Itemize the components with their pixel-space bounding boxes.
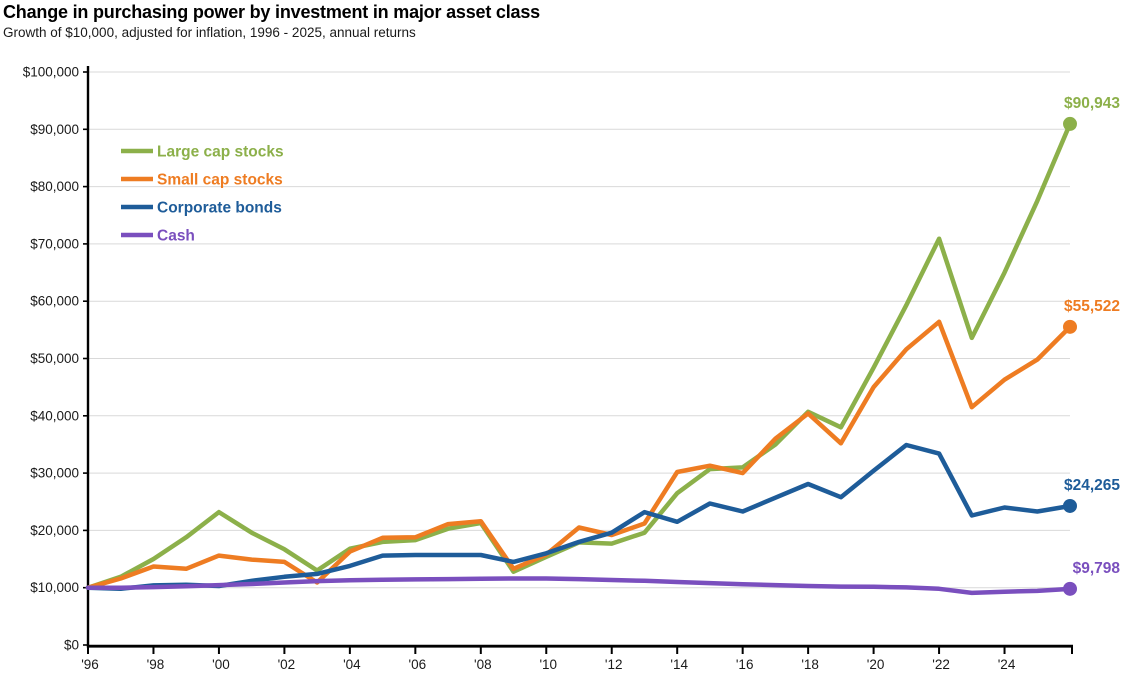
end-label-cash: $9,798 <box>1073 560 1121 577</box>
end-dot-large-cap-stocks <box>1063 116 1077 131</box>
end-dot-cash <box>1063 581 1077 596</box>
y-tick-label: $0 <box>64 638 79 653</box>
chart-header: Change in purchasing power by investment… <box>3 2 540 40</box>
legend-label: Cash <box>157 228 195 245</box>
x-tick-label: '08 <box>474 657 492 672</box>
x-tick-label: '00 <box>212 657 230 672</box>
legend-item-corporate-bonds: Corporate bonds <box>121 200 282 217</box>
y-tick-label: $90,000 <box>30 122 79 137</box>
end-label-large-cap-stocks: $90,943 <box>1064 95 1120 112</box>
y-tick-label: $30,000 <box>30 466 79 481</box>
y-tick-label: $80,000 <box>30 179 79 194</box>
series-line-cash <box>85 576 1073 596</box>
series-line-large-cap-stocks <box>85 121 1073 590</box>
x-tick-label: '14 <box>670 657 688 672</box>
y-tick-label: $70,000 <box>30 236 79 251</box>
chart-subtitle: Growth of $10,000, adjusted for inflatio… <box>3 25 416 40</box>
x-tick-label: '16 <box>736 657 754 672</box>
x-tick-label: '02 <box>278 657 296 672</box>
x-tick-label: '24 <box>998 657 1016 672</box>
end-dot-corporate-bonds <box>1063 498 1077 513</box>
end-dot-small-cap-stocks <box>1063 319 1077 334</box>
y-tick-label: $100,000 <box>23 65 79 80</box>
x-tick-label: '06 <box>409 657 427 672</box>
chart-title: Change in purchasing power by investment… <box>3 2 540 22</box>
legend-label: Small cap stocks <box>157 172 283 189</box>
x-tick-label: '12 <box>605 657 623 672</box>
x-tick-label: '98 <box>147 657 165 672</box>
x-tick-label: '20 <box>867 657 885 672</box>
y-tick-label: $60,000 <box>30 294 79 309</box>
end-label-small-cap-stocks: $55,522 <box>1064 298 1120 315</box>
legend-item-cash: Cash <box>121 228 195 245</box>
legend-item-large-cap-stocks: Large cap stocks <box>121 144 284 161</box>
legend-label: Corporate bonds <box>157 200 282 217</box>
x-tick-label: '22 <box>932 657 950 672</box>
series-line-corporate-bonds <box>85 442 1073 592</box>
end-label-corporate-bonds: $24,265 <box>1064 477 1120 494</box>
x-tick-label: '10 <box>539 657 557 672</box>
y-tick-label: $10,000 <box>30 580 79 595</box>
y-tick-label: $40,000 <box>30 408 79 423</box>
x-tick-label: '04 <box>343 657 361 672</box>
series-line-small-cap-stocks <box>85 319 1073 590</box>
x-tick-label: '18 <box>801 657 819 672</box>
legend-label: Large cap stocks <box>157 144 284 161</box>
y-tick-label: $50,000 <box>30 351 79 366</box>
legend-item-small-cap-stocks: Small cap stocks <box>121 172 283 189</box>
y-tick-label: $20,000 <box>30 523 79 538</box>
x-tick-label: '96 <box>81 657 99 672</box>
